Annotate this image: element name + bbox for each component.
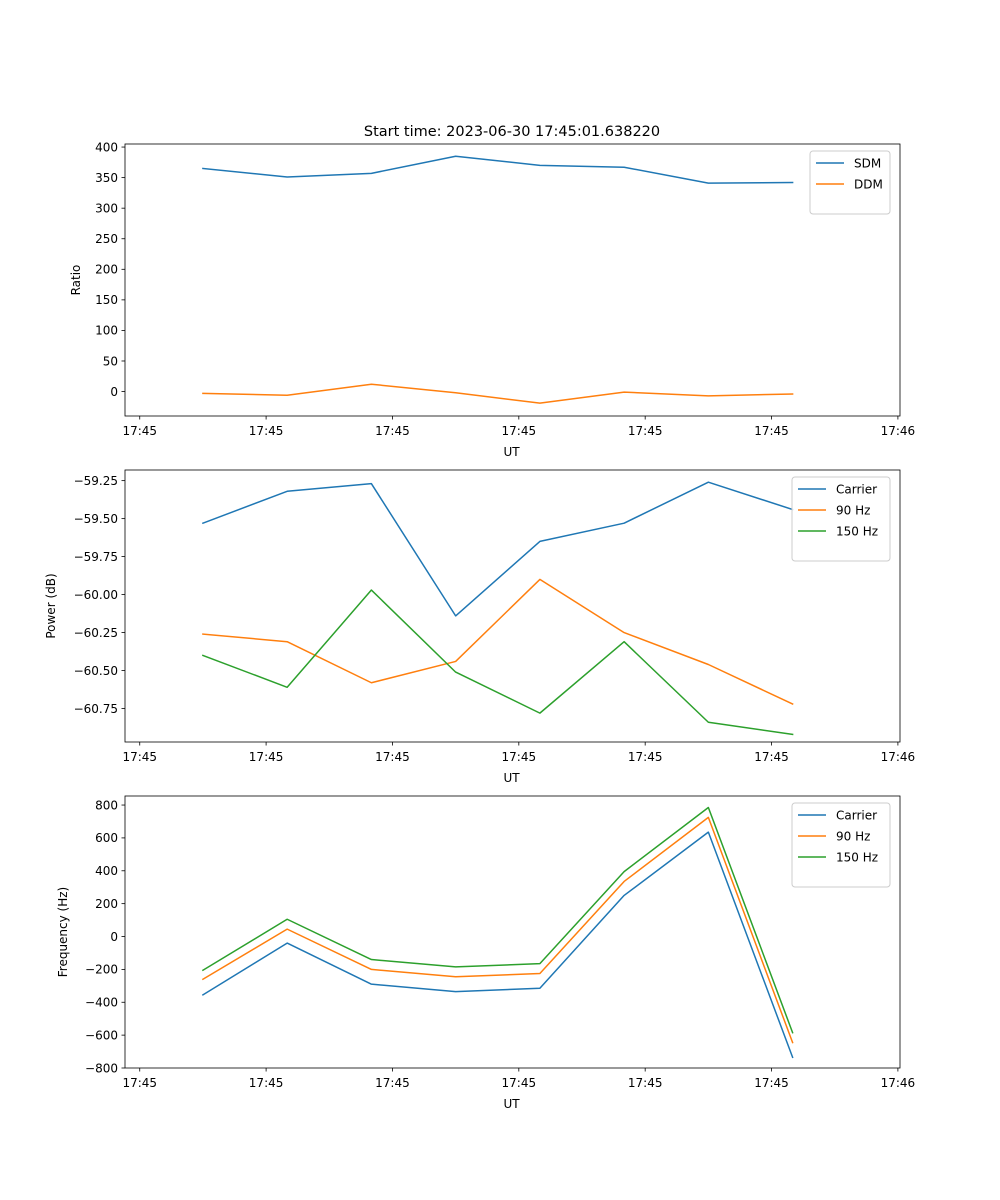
- y-tick-label: 0: [110, 385, 118, 399]
- series-lines: [201, 481, 794, 736]
- series-line-90-hz: [201, 816, 794, 1044]
- power-panel: −60.75 −60.50 −60.25 −60.00 −59.75 −59.50 −59.…: [44, 469, 916, 785]
- series-line-ddm: [202, 383, 794, 404]
- series-line-carrier: [201, 481, 794, 617]
- x-tick-label: 17:45: [249, 424, 284, 438]
- y-tick-label: 200: [95, 263, 118, 277]
- legend: Carrier 90 Hz 150 Hz: [791, 476, 891, 562]
- x-tick-label: 17:45: [122, 750, 157, 764]
- x-tick-label: 17:45: [628, 1076, 663, 1090]
- x-tick-label: 17:45: [375, 424, 410, 438]
- y-tick-label: 350: [95, 171, 118, 185]
- legend-box: [791, 476, 891, 562]
- x-tick-label: 17:45: [375, 750, 410, 764]
- series-line-150-hz: [201, 589, 794, 736]
- y-axis-label: Ratio: [69, 265, 83, 296]
- x-tick-label: 17:45: [754, 750, 789, 764]
- series-line-90-hz: [202, 578, 794, 706]
- y-tick-label: −800: [85, 1061, 118, 1075]
- y-axis-label: Frequency (Hz): [56, 887, 70, 978]
- x-tick-label: 17:45: [502, 424, 537, 438]
- y-tick-label: −59.75: [74, 550, 118, 564]
- x-axis-label: UT: [503, 771, 520, 785]
- y-tick-label: −400: [85, 996, 118, 1010]
- legend-label: 150 Hz: [836, 524, 878, 538]
- series-lines: [201, 806, 794, 1059]
- x-tick-label: 17:45: [249, 1076, 284, 1090]
- x-axis-label: UT: [503, 1097, 520, 1111]
- y-tick-label: −200: [85, 963, 118, 977]
- series-line-carrier: [201, 831, 794, 1059]
- y-tick-label: 50: [103, 354, 118, 368]
- series-line-150-hz: [201, 806, 794, 1034]
- x-tick-label: 17:45: [502, 1076, 537, 1090]
- ratio-panel: 0 50 100 150 200 250 300 350 400 17:45 17:45 17:45 1…: [69, 140, 915, 459]
- legend-label: SDM: [854, 156, 881, 170]
- y-tick-label: 800: [95, 798, 118, 812]
- x-tick-label: 17:45: [122, 424, 157, 438]
- legend: Carrier 90 Hz 150 Hz: [791, 802, 891, 888]
- axes-frame: [124, 143, 901, 417]
- figure-title: Start time: 2023-06-30 17:45:01.638220: [364, 124, 660, 140]
- legend-label: DDM: [854, 177, 883, 191]
- legend-box: [791, 802, 891, 888]
- y-tick-label: 200: [95, 897, 118, 911]
- y-tick-label: 150: [95, 293, 118, 307]
- y-tick-label: −60.75: [74, 702, 118, 716]
- x-tick-label: 17:45: [628, 750, 663, 764]
- legend-label: 150 Hz: [836, 850, 878, 864]
- y-tick-label: 400: [95, 864, 118, 878]
- legend-box: [809, 150, 891, 215]
- legend-label: 90 Hz: [836, 503, 870, 517]
- y-tick-label: 400: [95, 140, 118, 154]
- y-tick-label: 0: [110, 930, 118, 944]
- y-tick-label: −59.25: [74, 474, 118, 488]
- x-tick-label: 17:46: [881, 424, 916, 438]
- legend-label: 90 Hz: [836, 829, 870, 843]
- series-line-sdm: [202, 155, 794, 184]
- panels: 0 50 100 150 200 250 300 350 400 17:45 17:45 17:45 1…: [44, 140, 915, 1111]
- x-tick-label: 17:45: [754, 1076, 789, 1090]
- axes-frame: [124, 469, 901, 743]
- series-lines: [202, 155, 794, 404]
- x-tick-label: 17:45: [375, 1076, 410, 1090]
- y-tick-label: −60.25: [74, 626, 118, 640]
- y-tick-label: −600: [85, 1028, 118, 1042]
- legend-label: Carrier: [836, 482, 877, 496]
- x-tick-label: 17:45: [122, 1076, 157, 1090]
- frequency-panel: −800 −600 −400 −200 0 200 400 600 800 17:45 17:45 1…: [56, 795, 916, 1111]
- axes-frame: [124, 795, 901, 1069]
- x-tick-label: 17:45: [249, 750, 284, 764]
- legend: SDM DDM: [809, 150, 891, 215]
- x-tick-label: 17:46: [881, 750, 916, 764]
- y-tick-label: −59.50: [74, 512, 118, 526]
- y-tick-label: 250: [95, 232, 118, 246]
- x-tick-label: 17:45: [754, 424, 789, 438]
- y-tick-label: −60.00: [74, 588, 118, 602]
- x-tick-label: 17:46: [881, 1076, 916, 1090]
- x-tick-label: 17:45: [502, 750, 537, 764]
- y-tick-label: 600: [95, 831, 118, 845]
- legend-label: Carrier: [836, 808, 877, 822]
- y-tick-label: 100: [95, 324, 118, 338]
- y-tick-label: −60.50: [74, 664, 118, 678]
- y-tick-label: 300: [95, 201, 118, 215]
- x-axis-label: UT: [503, 445, 520, 459]
- x-tick-label: 17:45: [628, 424, 663, 438]
- y-axis-label: Power (dB): [44, 573, 58, 638]
